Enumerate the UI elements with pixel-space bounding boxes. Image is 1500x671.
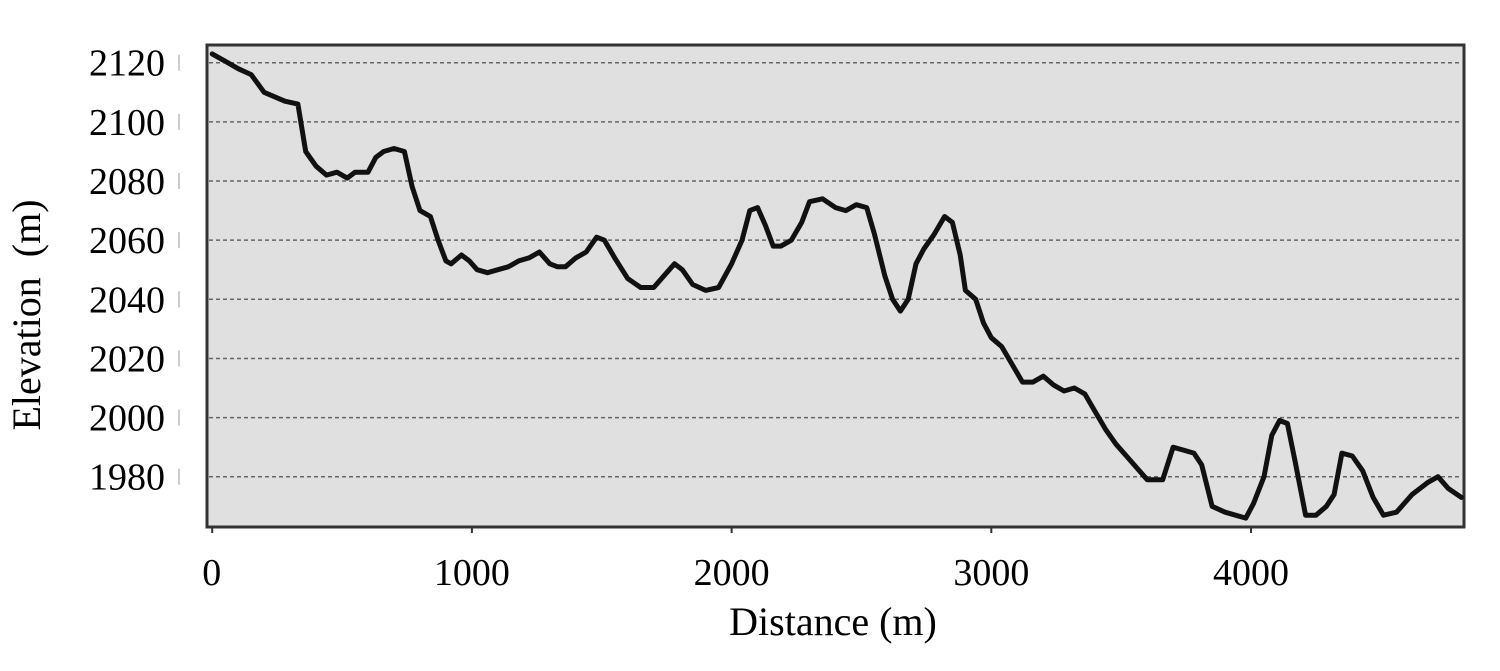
x-tick-label: 4000	[1213, 552, 1289, 594]
elevation-series-line	[209, 51, 1464, 521]
y-tick-label: 2060	[89, 220, 165, 262]
x-tick-label: 0	[202, 552, 221, 594]
y-tick-label: 2020	[89, 338, 165, 380]
y-tick-label: 2000	[89, 398, 165, 440]
x-axis-tick-labels: 0 1000 2000 3000 4000	[202, 527, 1289, 594]
x-tick-label: 1000	[434, 552, 510, 594]
plot-area-background	[205, 43, 1466, 529]
x-axis-title: Distance (m)	[729, 599, 937, 644]
horizontal-gridlines	[209, 61, 1462, 478]
y-tick-label: 2100	[89, 102, 165, 144]
y-tick-label: 2120	[89, 43, 165, 85]
y-axis-title: Elevation (m)	[4, 199, 49, 430]
y-tick-label: 2080	[89, 161, 165, 203]
x-tick-label: 3000	[953, 552, 1029, 594]
y-axis-tick-labels: 1980 2000 2020 2040 2060 2080 2100 2120	[89, 43, 180, 499]
y-tick-label: 1980	[89, 457, 165, 499]
y-tick-label: 2040	[89, 279, 165, 321]
x-tick-label: 2000	[694, 552, 770, 594]
